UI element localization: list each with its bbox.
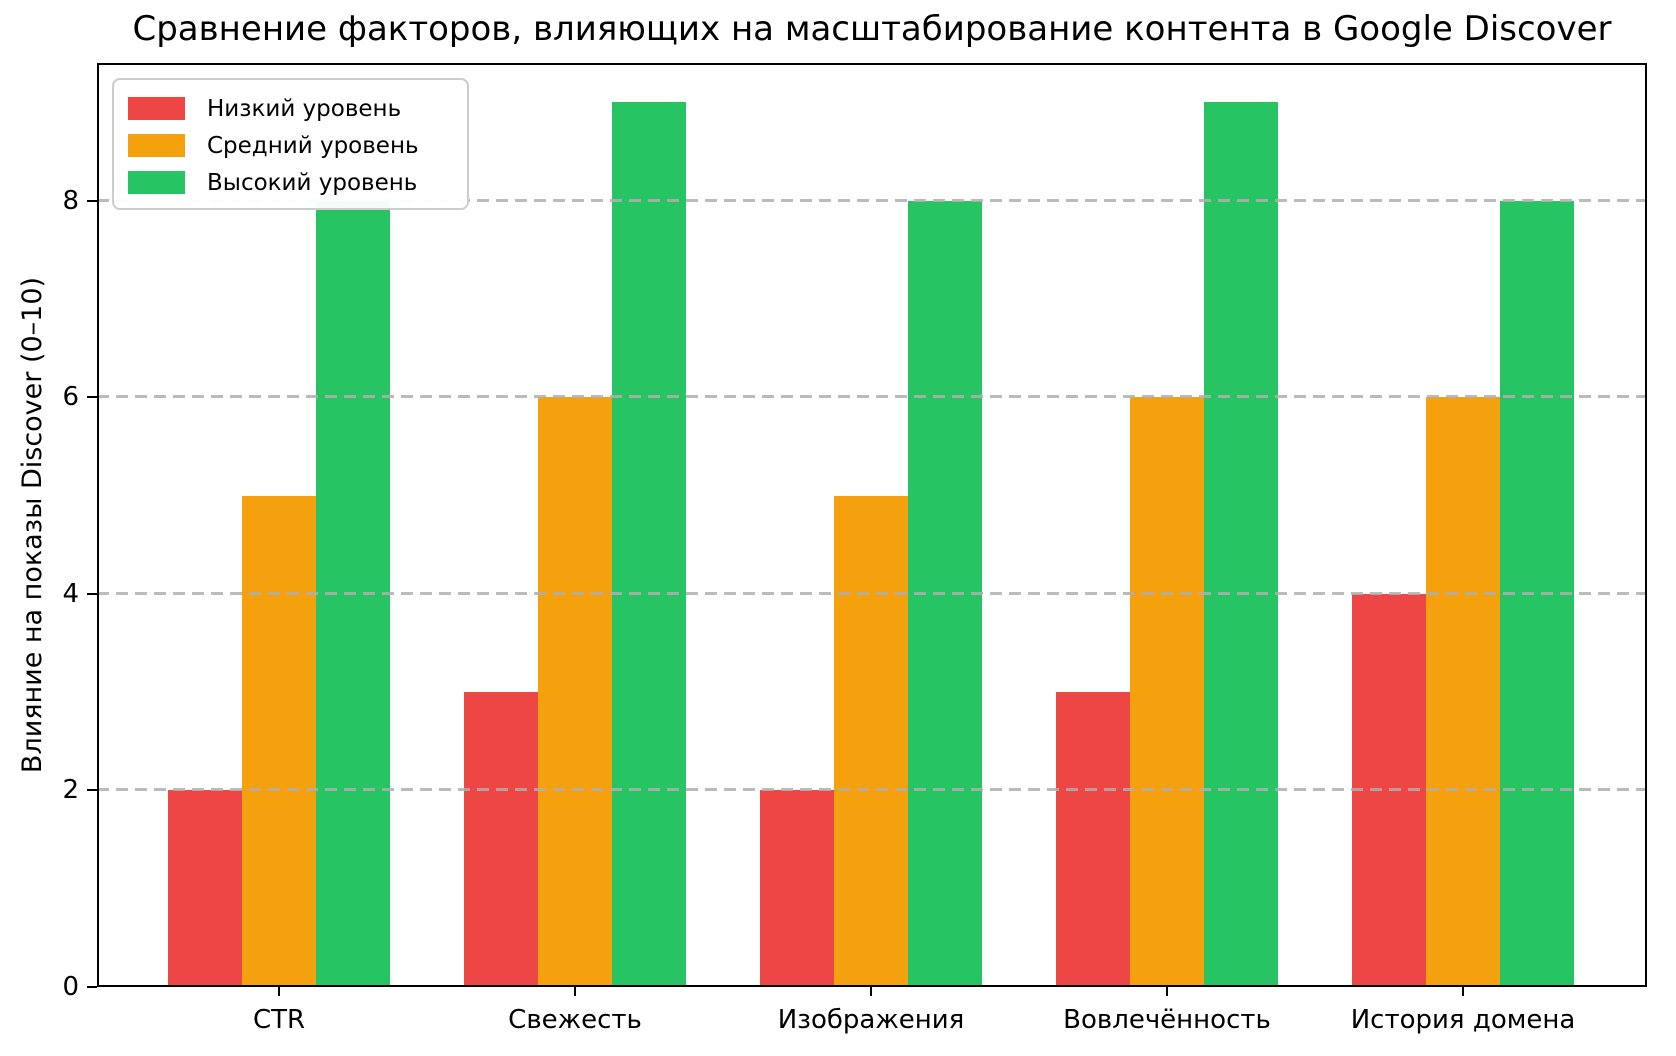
y-tick-mark-0 — [87, 986, 97, 988]
plot-area: Низкий уровень Средний уровень Высокий уро… — [97, 63, 1647, 987]
y-tick-mark-4 — [87, 592, 97, 595]
chart-title: Сравнение факторов, влияющих на масштаби… — [132, 9, 1612, 49]
y-tick-mark-6 — [87, 396, 97, 399]
y-tick-mark-2 — [87, 789, 97, 792]
legend-item-2: Высокий уровень — [128, 164, 453, 201]
x-tick-label-3: Вовлечённость — [1063, 1005, 1271, 1035]
gridline-y2 — [97, 788, 1647, 792]
y-tick-label-4: 4 — [62, 578, 79, 609]
x-tick-mark-0 — [278, 987, 280, 996]
bar-series1-cat1 — [538, 397, 612, 987]
y-tick-label-6: 6 — [62, 382, 79, 413]
x-tick-label-2: Изображения — [777, 1005, 965, 1035]
y-tick-label-2: 2 — [62, 775, 79, 806]
y-tick-label-8: 8 — [62, 185, 79, 216]
legend-item-0: Низкий уровень — [128, 90, 453, 127]
bar-series1-cat0 — [242, 495, 316, 987]
gridline-y6 — [97, 395, 1647, 399]
x-tick-label-1: Свежесть — [508, 1005, 642, 1035]
bar-series0-cat0 — [168, 790, 242, 987]
legend-item-1: Средний уровень — [128, 127, 453, 164]
x-tick-mark-2 — [870, 987, 872, 996]
legend: Низкий уровень Средний уровень Высокий уро… — [112, 78, 469, 210]
bar-series0-cat1 — [464, 692, 538, 987]
bar-series0-cat2 — [760, 790, 834, 987]
gridline-y8 — [97, 198, 1647, 202]
legend-swatch-1 — [128, 134, 185, 157]
y-tick-mark-8 — [87, 199, 97, 202]
y-tick-label-0: 0 — [62, 972, 79, 1002]
legend-label-1: Средний уровень — [207, 132, 419, 159]
bar-series2-cat1 — [612, 102, 686, 987]
bar-series1-cat2 — [834, 495, 908, 987]
x-tick-mark-3 — [1166, 987, 1168, 996]
x-tick-mark-4 — [1462, 987, 1464, 996]
bar-series1-cat4 — [1426, 397, 1500, 987]
legend-label-2: Высокий уровень — [207, 169, 418, 196]
legend-swatch-0 — [128, 97, 185, 120]
legend-swatch-2 — [128, 171, 185, 194]
gridline-y4 — [97, 591, 1647, 595]
x-tick-mark-1 — [574, 987, 576, 996]
legend-label-0: Низкий уровень — [207, 95, 402, 122]
bar-series0-cat3 — [1056, 692, 1130, 987]
bar-series1-cat3 — [1130, 397, 1204, 987]
x-tick-label-0: CTR — [252, 1005, 306, 1035]
bar-series2-cat3 — [1204, 102, 1278, 987]
x-tick-label-4: История домена — [1350, 1005, 1576, 1035]
gridlines-layer — [97, 63, 1647, 987]
